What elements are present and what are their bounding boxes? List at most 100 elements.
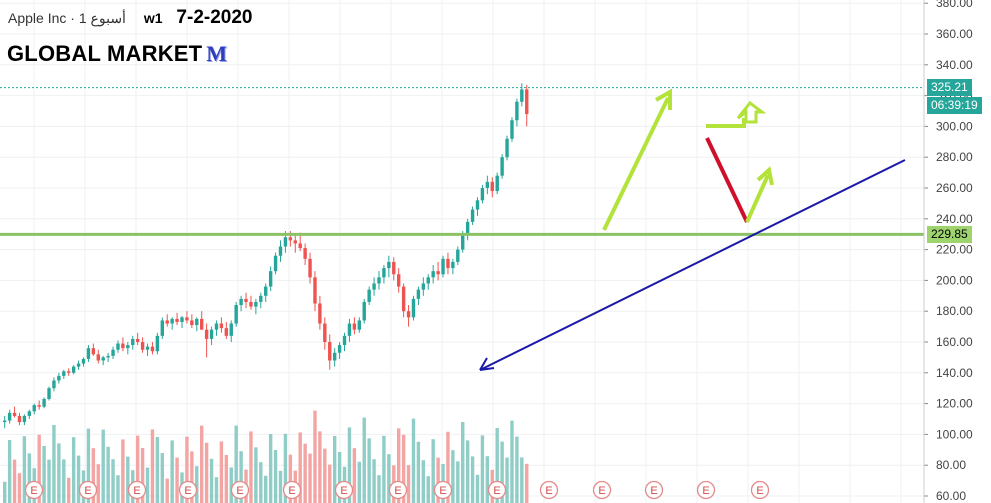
candle-body bbox=[465, 221, 470, 235]
candle-body bbox=[37, 405, 41, 407]
candle-body bbox=[62, 371, 66, 376]
candle-body bbox=[436, 271, 440, 275]
volume-bar bbox=[446, 431, 450, 503]
earnings-marker-icon bbox=[178, 480, 198, 500]
volume-bar bbox=[416, 441, 421, 503]
candle-body bbox=[328, 342, 332, 361]
support-level-tag: 229.85 bbox=[927, 225, 972, 243]
volume-bar bbox=[308, 453, 312, 503]
volume-bar bbox=[406, 465, 411, 503]
volume-bar bbox=[165, 478, 169, 503]
chart-annotations bbox=[0, 87, 924, 371]
candlestick-series bbox=[3, 83, 529, 429]
pullback-arrow bbox=[705, 137, 749, 223]
candle-body bbox=[259, 295, 263, 302]
volume-bar bbox=[495, 428, 499, 503]
candle-body bbox=[244, 298, 248, 302]
volume-bar bbox=[224, 455, 229, 503]
candle-body bbox=[411, 298, 416, 318]
candle-body bbox=[461, 234, 465, 250]
candle-body bbox=[219, 323, 224, 329]
volume-bar bbox=[140, 448, 145, 503]
rebound-arrow bbox=[745, 174, 770, 223]
axis-tick-label: 260.00 bbox=[936, 181, 973, 195]
volume-bar bbox=[52, 425, 56, 503]
candle-body bbox=[165, 320, 169, 324]
volume-bar bbox=[27, 453, 32, 503]
volume-bar bbox=[387, 454, 391, 503]
candle-body bbox=[27, 411, 32, 416]
volume-bar bbox=[160, 453, 164, 503]
candle-body bbox=[131, 338, 135, 346]
candle-body bbox=[480, 188, 485, 201]
earnings-marker-label: E bbox=[493, 485, 500, 497]
candle-body bbox=[382, 268, 386, 278]
brand-logo-icon: M bbox=[206, 41, 228, 66]
volume-bar bbox=[318, 431, 322, 503]
candle-body bbox=[490, 181, 494, 192]
candle-body bbox=[17, 415, 22, 423]
earnings-marker-label: E bbox=[756, 485, 763, 497]
volume-bar bbox=[367, 438, 371, 503]
earnings-marker-icon bbox=[24, 480, 44, 500]
volume-bar bbox=[313, 410, 317, 503]
earnings-marker-label: E bbox=[702, 485, 709, 497]
candle-body bbox=[214, 323, 219, 330]
symbol-label[interactable]: Apple Inc · أسبوع 1 bbox=[8, 10, 126, 26]
candle-body bbox=[145, 346, 150, 350]
volume-bar bbox=[421, 460, 426, 503]
candle-body bbox=[57, 375, 61, 381]
volume-bar bbox=[397, 428, 401, 503]
volume-bar bbox=[195, 466, 199, 503]
candle-body bbox=[135, 338, 140, 342]
candle-body bbox=[303, 248, 307, 259]
candle-body bbox=[367, 289, 371, 302]
rebound-arrow-head bbox=[756, 166, 774, 186]
volume-bar bbox=[185, 436, 189, 503]
chart-grid bbox=[0, 0, 924, 503]
candle-body bbox=[278, 246, 283, 256]
volume-bar bbox=[67, 477, 71, 503]
candle-body bbox=[495, 175, 499, 192]
candle-body bbox=[195, 318, 199, 326]
volume-bar bbox=[436, 457, 440, 503]
volume-bar bbox=[401, 434, 406, 503]
volume-bar bbox=[214, 477, 219, 503]
earnings-marker-label: E bbox=[545, 485, 552, 497]
candle-body bbox=[525, 89, 529, 115]
candle-body bbox=[323, 323, 327, 342]
candle-body bbox=[12, 412, 17, 416]
axis-tick-label: 280.00 bbox=[936, 150, 973, 164]
candle-body bbox=[67, 371, 71, 373]
candle-body bbox=[332, 352, 337, 361]
axis-tick-label: 100.00 bbox=[936, 427, 973, 441]
volume-bar bbox=[451, 450, 455, 503]
volume-bar bbox=[500, 441, 504, 503]
candle-body bbox=[362, 301, 366, 321]
axis-tick-label: 300.00 bbox=[936, 119, 973, 133]
volume-bar bbox=[204, 442, 209, 503]
chart-header: Apple Inc · أسبوع 1 w1 7-2-2020 bbox=[8, 7, 252, 29]
volume-bar bbox=[57, 443, 61, 503]
earnings-marker-label: E bbox=[288, 485, 295, 497]
earnings-marker-icon bbox=[433, 480, 453, 500]
volume-bar bbox=[86, 428, 91, 503]
candle-body bbox=[515, 101, 519, 121]
candle-body bbox=[71, 366, 76, 373]
volume-bar bbox=[431, 439, 435, 503]
candle-body bbox=[441, 258, 445, 275]
volume-bar bbox=[510, 420, 514, 503]
candle-body bbox=[160, 320, 164, 336]
volume-bar bbox=[461, 422, 465, 503]
candle-body bbox=[81, 358, 86, 364]
candle-body bbox=[185, 317, 189, 321]
volume-bar bbox=[515, 436, 519, 503]
earnings-marker-icon bbox=[334, 480, 354, 500]
volume-bar bbox=[520, 457, 524, 503]
candle-body bbox=[42, 398, 46, 407]
candle-body bbox=[288, 237, 293, 241]
volume-bar bbox=[106, 446, 110, 503]
candle-body bbox=[3, 420, 7, 423]
